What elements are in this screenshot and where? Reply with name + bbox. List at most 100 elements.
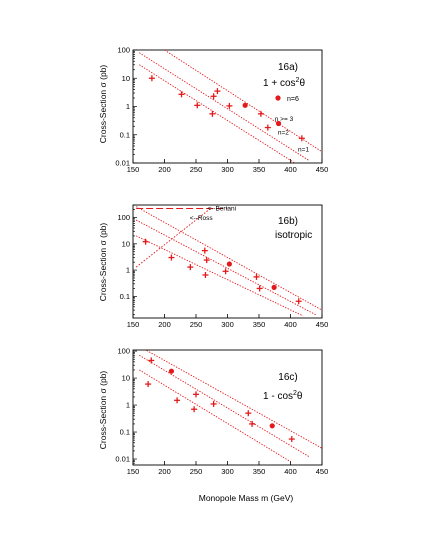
- x-tick-label: 150: [127, 320, 140, 329]
- fit-line: [144, 350, 322, 449]
- x-tick-label: 400: [284, 467, 297, 476]
- data-point-dot: [242, 102, 248, 108]
- x-tick-label: 350: [253, 165, 266, 174]
- panel-subtitle: isotropic: [275, 230, 312, 241]
- y-tick-label: 0.1: [120, 428, 130, 437]
- data-point-plus: [174, 397, 181, 404]
- data-point-plus: [222, 268, 229, 275]
- x-tick-label: 200: [158, 320, 171, 329]
- plot-area: [135, 206, 322, 317]
- y-tick-label: 100: [117, 213, 130, 222]
- data-point-plus: [168, 254, 175, 261]
- fit-line: [139, 369, 291, 463]
- data-point-plus: [295, 298, 302, 305]
- panel-16a: 150 200 250 300 350 400 450 0.01 0.1 1 10 100 Cross-…: [98, 46, 328, 175]
- y-tick-label: 0.1: [120, 292, 130, 301]
- data-point-plus: [191, 406, 198, 413]
- x-tick-label: 150: [127, 165, 140, 174]
- data-point-dot: [271, 284, 277, 290]
- panel-label: 16b): [278, 216, 298, 227]
- ross-limit-line: [135, 207, 213, 268]
- data-point-plus: [193, 391, 199, 398]
- data-point-dot: [275, 120, 282, 127]
- data-point-plus: [210, 93, 217, 100]
- legend: n=6: [275, 95, 299, 103]
- data-point-plus: [249, 420, 256, 427]
- panel-subtitle: 1 - cos2θ: [263, 390, 303, 402]
- plot-area: [139, 350, 322, 463]
- data-point-dot: [168, 368, 175, 374]
- y-tick-label: 1: [126, 102, 130, 111]
- data-point-plus: [226, 102, 233, 109]
- annotation: <--Ross: [190, 215, 214, 222]
- data-point-dot: [269, 423, 275, 429]
- y-tick-label: 1: [126, 401, 130, 410]
- line-label: n=2: [278, 130, 289, 137]
- data-point-plus: [178, 91, 185, 98]
- x-tick-label: 250: [190, 165, 203, 174]
- y-axis-label: Cross-Section σ (pb): [98, 223, 108, 302]
- data-point-plus: [145, 381, 152, 388]
- data-point-plus: [202, 271, 209, 278]
- x-tick-label: 400: [284, 320, 297, 329]
- x-tick-label: 150: [127, 467, 140, 476]
- data-point-plus: [264, 124, 271, 131]
- y-tick-label: 0.1: [120, 130, 130, 139]
- annotation: <--Bertani: [207, 206, 236, 213]
- x-tick-label: 450: [316, 320, 329, 329]
- y-tick-label: 10: [122, 374, 130, 383]
- data-point-plus: [256, 285, 263, 292]
- panel-label: 16c): [278, 372, 297, 383]
- x-tick-label: 250: [190, 467, 203, 476]
- x-tick-label: 200: [158, 467, 171, 476]
- x-tick-label: 350: [253, 467, 266, 476]
- panel-label: 16a): [278, 62, 298, 73]
- y-axis-label: Cross-Section σ (pb): [98, 371, 108, 450]
- data-point-plus: [298, 135, 305, 142]
- y-axis-label: Cross-Section σ (pb): [98, 65, 108, 144]
- panel-16c: 150 200 250 300 350 400 450 0.01 0.1 1 10 100 Cross-…: [98, 347, 329, 476]
- data-point-plus: [257, 110, 264, 117]
- fit-line: [164, 50, 322, 153]
- fit-line: [135, 235, 304, 317]
- panel-subtitle: 1 + cos2θ: [263, 77, 305, 89]
- figure-xlabel: Monopole Mass m (GeV): [199, 493, 294, 503]
- fit-line: [135, 206, 322, 311]
- data-point-plus: [142, 238, 149, 245]
- y-tick-label: 10: [122, 239, 130, 248]
- legend-marker: [275, 95, 281, 101]
- data-point-plus: [148, 75, 155, 82]
- data-point-plus: [194, 102, 201, 109]
- x-tick-label: 250: [190, 320, 203, 329]
- data-point-plus: [187, 264, 194, 271]
- x-tick-label: 300: [221, 165, 234, 174]
- data-point-plus: [288, 436, 295, 443]
- legend-label: n=6: [287, 96, 299, 103]
- data-point-plus: [201, 247, 208, 254]
- fit-line: [139, 64, 296, 163]
- data-point-plus: [210, 400, 217, 407]
- data-point-plus: [148, 357, 155, 364]
- data-point-plus: [203, 257, 210, 264]
- x-tick-label: 450: [316, 467, 329, 476]
- x-tick-label: 450: [316, 165, 329, 174]
- data-point-plus: [253, 273, 260, 280]
- plot-area: [139, 50, 322, 163]
- x-tick-label: 300: [221, 320, 234, 329]
- y-tick-label: 0.01: [115, 455, 130, 464]
- y-tick-label: 10: [122, 74, 130, 83]
- line-label: n=1: [298, 147, 309, 154]
- x-tick-label: 300: [221, 467, 234, 476]
- fit-line: [135, 219, 316, 316]
- x-tick-label: 400: [284, 165, 297, 174]
- line-label: n >= 3: [275, 116, 294, 123]
- x-tick-label: 350: [253, 320, 266, 329]
- x-tick-label: 200: [158, 165, 171, 174]
- data-point-plus: [214, 88, 221, 95]
- data-point-dot: [226, 261, 232, 267]
- y-tick-label: 0.01: [115, 159, 130, 168]
- panel-16b: 150 200 250 300 350 400 450 0.1 1 10 100 Cross-Sect…: [98, 204, 329, 329]
- y-tick-label: 100: [117, 347, 130, 356]
- data-point-plus: [245, 410, 252, 417]
